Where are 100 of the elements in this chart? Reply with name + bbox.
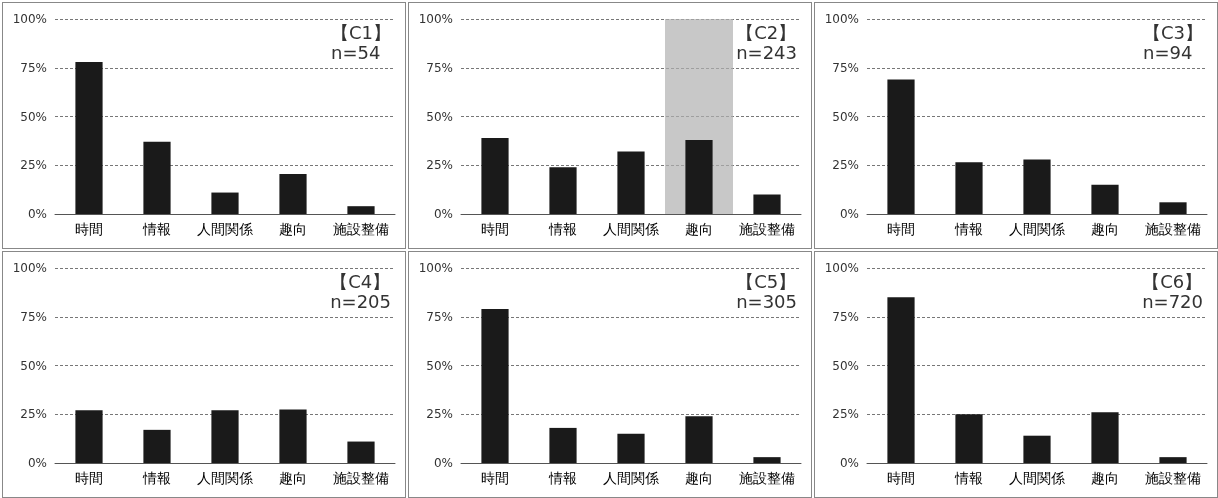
x-tick-label: 施設整備 (739, 221, 795, 237)
chart-title: 【C3】 (1142, 21, 1204, 43)
bar (211, 410, 239, 463)
y-tick-label: 0% (839, 456, 859, 470)
x-tick-label: 人間関係 (1009, 221, 1065, 237)
x-tick-label: 施設整備 (333, 470, 389, 486)
y-tick-label: 50% (426, 358, 453, 373)
bar (685, 416, 713, 463)
bar (481, 308, 509, 463)
y-tick-label: 75% (426, 60, 453, 75)
y-tick-label: 50% (426, 109, 453, 124)
bar (143, 141, 171, 214)
bar (685, 139, 713, 214)
x-tick-label: 趣向 (685, 221, 713, 237)
y-tick-label: 25% (20, 407, 47, 422)
x-tick-label: 人間関係 (197, 221, 253, 237)
bar (1091, 184, 1119, 214)
y-tick-label: 100% (418, 12, 453, 26)
x-tick-label: 情報 (142, 470, 171, 486)
x-tick-label: 人間関係 (1009, 470, 1065, 486)
bar (1091, 412, 1119, 463)
bar (75, 410, 103, 463)
x-tick-label: 趣向 (279, 221, 307, 237)
y-tick-label: 100% (824, 261, 859, 275)
y-tick-label: 50% (20, 358, 47, 373)
x-tick-label: 趣向 (1091, 221, 1119, 237)
y-tick-label: 50% (20, 109, 47, 124)
x-tick-label: 情報 (142, 221, 171, 237)
x-tick-label: 施設整備 (739, 470, 795, 486)
y-tick-label: 100% (12, 261, 47, 275)
bar (143, 429, 171, 463)
bar (753, 194, 781, 214)
y-tick-label: 25% (832, 158, 859, 173)
bar (481, 137, 509, 214)
bar (549, 167, 577, 214)
chart-title: 【C4】 (330, 270, 391, 292)
y-tick-label: 75% (20, 60, 47, 75)
text: n=305 (736, 290, 798, 312)
bar (617, 151, 645, 214)
y-tick-label: 50% (832, 358, 859, 373)
y-tick-label: 0% (433, 456, 453, 470)
x-tick-label: 時間 (481, 470, 509, 486)
x-tick-label: 時間 (75, 470, 103, 486)
bar (887, 79, 915, 214)
y-tick-label: 0% (839, 207, 859, 221)
text: n=205 (330, 290, 392, 312)
y-tick-label: 25% (20, 158, 47, 173)
text: n=243 (736, 41, 798, 63)
chart-title: 【C6】 (1142, 270, 1203, 292)
y-tick-label: 25% (426, 407, 453, 422)
text: n=94 (1142, 41, 1193, 63)
y-tick-label: 100% (824, 12, 859, 26)
y-tick-label: 75% (832, 309, 859, 324)
y-tick-label: 50% (832, 109, 859, 124)
chart-title: 【C2】 (736, 21, 797, 43)
text: n=720 (1142, 290, 1204, 312)
bar (753, 457, 781, 463)
y-tick-label: 0% (27, 456, 47, 470)
x-tick-label: 人間関係 (603, 470, 659, 486)
x-tick-label: 時間 (481, 221, 509, 237)
bar (279, 409, 307, 463)
y-tick-label: 0% (27, 207, 47, 221)
bar (1023, 159, 1051, 214)
bar (1159, 457, 1187, 463)
bar (1159, 202, 1187, 214)
bar (279, 174, 307, 214)
x-tick-label: 趣向 (279, 470, 307, 486)
x-tick-label: 情報 (954, 221, 983, 237)
bar (955, 414, 983, 463)
bar (211, 192, 239, 214)
x-tick-label: 人間関係 (197, 470, 253, 486)
x-tick-label: 時間 (75, 221, 103, 237)
x-tick-label: 施設整備 (1145, 470, 1201, 486)
bar (75, 61, 103, 214)
x-tick-label: 趣向 (685, 470, 713, 486)
x-tick-label: 時間 (887, 221, 915, 237)
x-tick-label: 情報 (548, 221, 577, 237)
chart-title: 【C5】 (736, 270, 797, 292)
bar (347, 441, 375, 463)
x-tick-label: 施設整備 (1145, 221, 1201, 237)
y-tick-label: 0% (433, 207, 453, 221)
x-tick-label: 情報 (954, 470, 983, 486)
chart-title: 【C1】 (330, 21, 392, 43)
y-tick-label: 100% (418, 261, 453, 275)
bar (1023, 435, 1051, 463)
x-tick-label: 時間 (887, 470, 915, 486)
x-tick-label: 趣向 (1091, 470, 1119, 486)
y-tick-label: 75% (426, 309, 453, 324)
bar (617, 433, 645, 463)
x-tick-label: 施設整備 (333, 221, 389, 237)
bar (887, 297, 915, 463)
y-tick-label: 100% (12, 12, 47, 26)
bar (955, 162, 983, 214)
y-tick-label: 25% (426, 158, 453, 173)
text: n=54 (330, 41, 381, 63)
bar (549, 427, 577, 463)
y-tick-label: 25% (832, 407, 859, 422)
x-tick-label: 情報 (548, 470, 577, 486)
bar (347, 206, 375, 214)
x-tick-label: 人間関係 (603, 221, 659, 237)
